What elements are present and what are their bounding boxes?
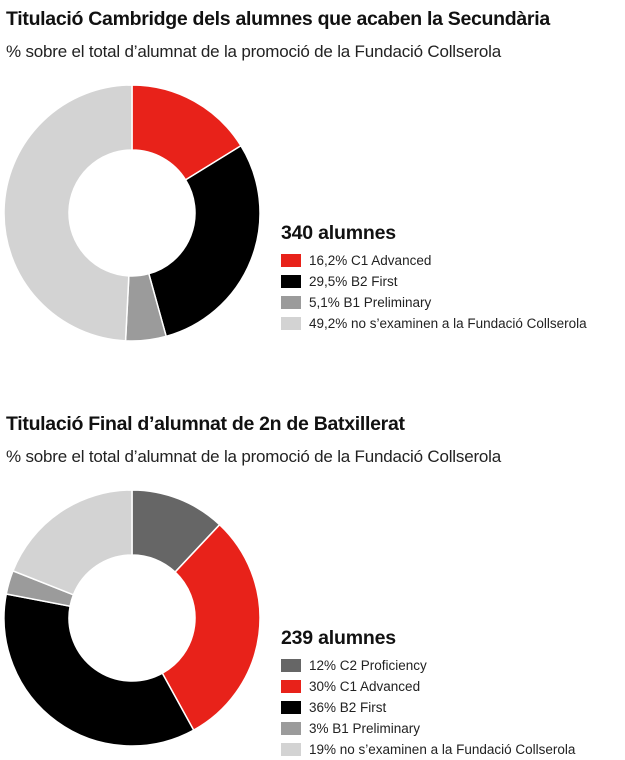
legend-item: 3% B1 Preliminary [281, 718, 575, 739]
chart-legend: 239 alumnes 12% C2 Proficiency 30% C1 Adv… [281, 627, 575, 760]
legend-label: 29,5% B2 First [309, 274, 398, 289]
legend-total: 239 alumnes [281, 627, 396, 649]
donut-slice-c1-advanced [161, 523, 261, 732]
legend-label: 49,2% no s’examinen a la Fundació Collse… [309, 316, 587, 331]
chart-title: Titulació Cambridge dels alumnes que aca… [6, 8, 550, 30]
legend-item: 29,5% B2 First [281, 271, 587, 292]
legend-swatch [281, 680, 301, 693]
donut-chart [3, 489, 261, 747]
chart-panel-batxillerat: Titulació Final d’alumnat de 2n de Batxi… [0, 405, 625, 757]
legend-swatch [281, 722, 301, 735]
donut-slice-no-s-examinen-a-la-fundacio-collserola [12, 489, 133, 596]
legend-label: 30% C1 Advanced [309, 679, 421, 694]
legend-label: 3% B1 Preliminary [309, 721, 421, 736]
legend-label: 36% B2 First [309, 700, 387, 715]
legend-label: 5,1% B1 Preliminary [309, 295, 432, 310]
legend-swatch [281, 296, 301, 309]
legend-item: 36% B2 First [281, 697, 575, 718]
chart-legend: 340 alumnes 16,2% C1 Advanced 29,5% B2 Fi… [281, 222, 587, 334]
donut-chart [3, 84, 261, 342]
donut-slice-b2-first [3, 593, 195, 747]
donut-slice-no-s-examinen-a-la-fundacio-collserola [3, 84, 133, 342]
chart-panel-secondary: Titulació Cambridge dels alumnes que aca… [0, 0, 625, 370]
chart-subtitle: % sobre el total d’alumnat de la promoci… [6, 42, 501, 61]
legend-total: 340 alumnes [281, 222, 396, 244]
donut-slice-b2-first [147, 144, 261, 338]
legend-item: 49,2% no s’examinen a la Fundació Collse… [281, 313, 587, 334]
legend-item: 12% C2 Proficiency [281, 655, 575, 676]
legend-item: 5,1% B1 Preliminary [281, 292, 587, 313]
legend-label: 12% C2 Proficiency [309, 658, 427, 673]
legend-swatch [281, 317, 301, 330]
legend-swatch [281, 254, 301, 267]
chart-subtitle: % sobre el total d’alumnat de la promoci… [6, 447, 501, 466]
legend-swatch [281, 275, 301, 288]
chart-title: Titulació Final d’alumnat de 2n de Batxi… [6, 413, 405, 435]
legend-swatch [281, 701, 301, 714]
legend-item: 30% C1 Advanced [281, 676, 575, 697]
legend-label: 16,2% C1 Advanced [309, 253, 432, 268]
legend-swatch [281, 659, 301, 672]
legend-item: 16,2% C1 Advanced [281, 250, 587, 271]
